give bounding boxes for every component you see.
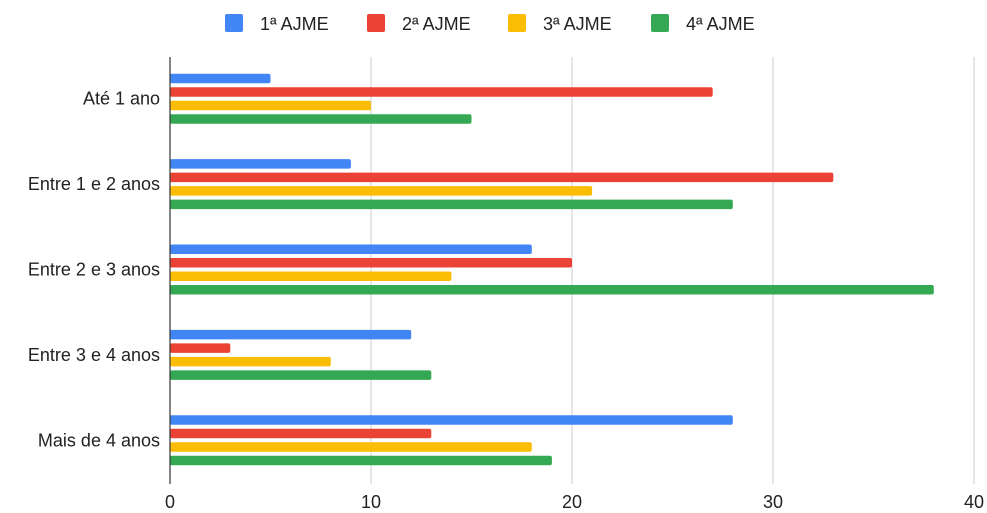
bar [170, 199, 733, 210]
category-label: Entre 2 e 3 anos [28, 260, 160, 280]
bar [170, 343, 231, 353]
bar [170, 428, 432, 439]
legend-label: 1ª AJME [260, 14, 329, 34]
bar [170, 73, 271, 84]
bar [170, 87, 713, 97]
bar [170, 442, 532, 452]
bar [170, 415, 733, 425]
bar [170, 159, 351, 169]
legend: 1ª AJME 2ª AJME 3ª AJME 4ª AJME [225, 14, 755, 34]
legend-swatch [508, 14, 526, 32]
legend-swatch [225, 14, 243, 32]
gridlines [370, 57, 975, 484]
bar [170, 100, 371, 111]
bar [170, 258, 572, 268]
legend-swatch [367, 14, 385, 32]
bar [170, 329, 412, 340]
x-tick-label: 30 [763, 492, 783, 512]
bar [170, 271, 452, 281]
bar [170, 356, 331, 367]
category-label: Mais de 4 anos [38, 430, 160, 450]
x-tick-label: 0 [165, 492, 175, 512]
category-label: Entre 3 e 4 anos [28, 345, 160, 365]
bar [170, 172, 834, 183]
legend-label: 4ª AJME [686, 14, 755, 34]
bars [170, 73, 934, 466]
legend-label: 2ª AJME [402, 14, 471, 34]
axes: 0 10 20 30 40 Até 1 ano Entre 1 e 2 anos Entre … [28, 57, 984, 512]
bar [170, 114, 472, 124]
category-label: Até 1 ano [83, 89, 160, 109]
legend-swatch [651, 14, 669, 32]
bar [170, 186, 593, 196]
x-tick-label: 10 [361, 492, 381, 512]
bar [170, 455, 552, 466]
bar [170, 370, 432, 380]
x-tick-label: 20 [562, 492, 582, 512]
legend-label: 3ª AJME [543, 14, 612, 34]
x-tick-label: 40 [964, 492, 984, 512]
category-label: Entre 1 e 2 anos [28, 174, 160, 194]
bar [170, 285, 934, 295]
bar [170, 244, 532, 254]
